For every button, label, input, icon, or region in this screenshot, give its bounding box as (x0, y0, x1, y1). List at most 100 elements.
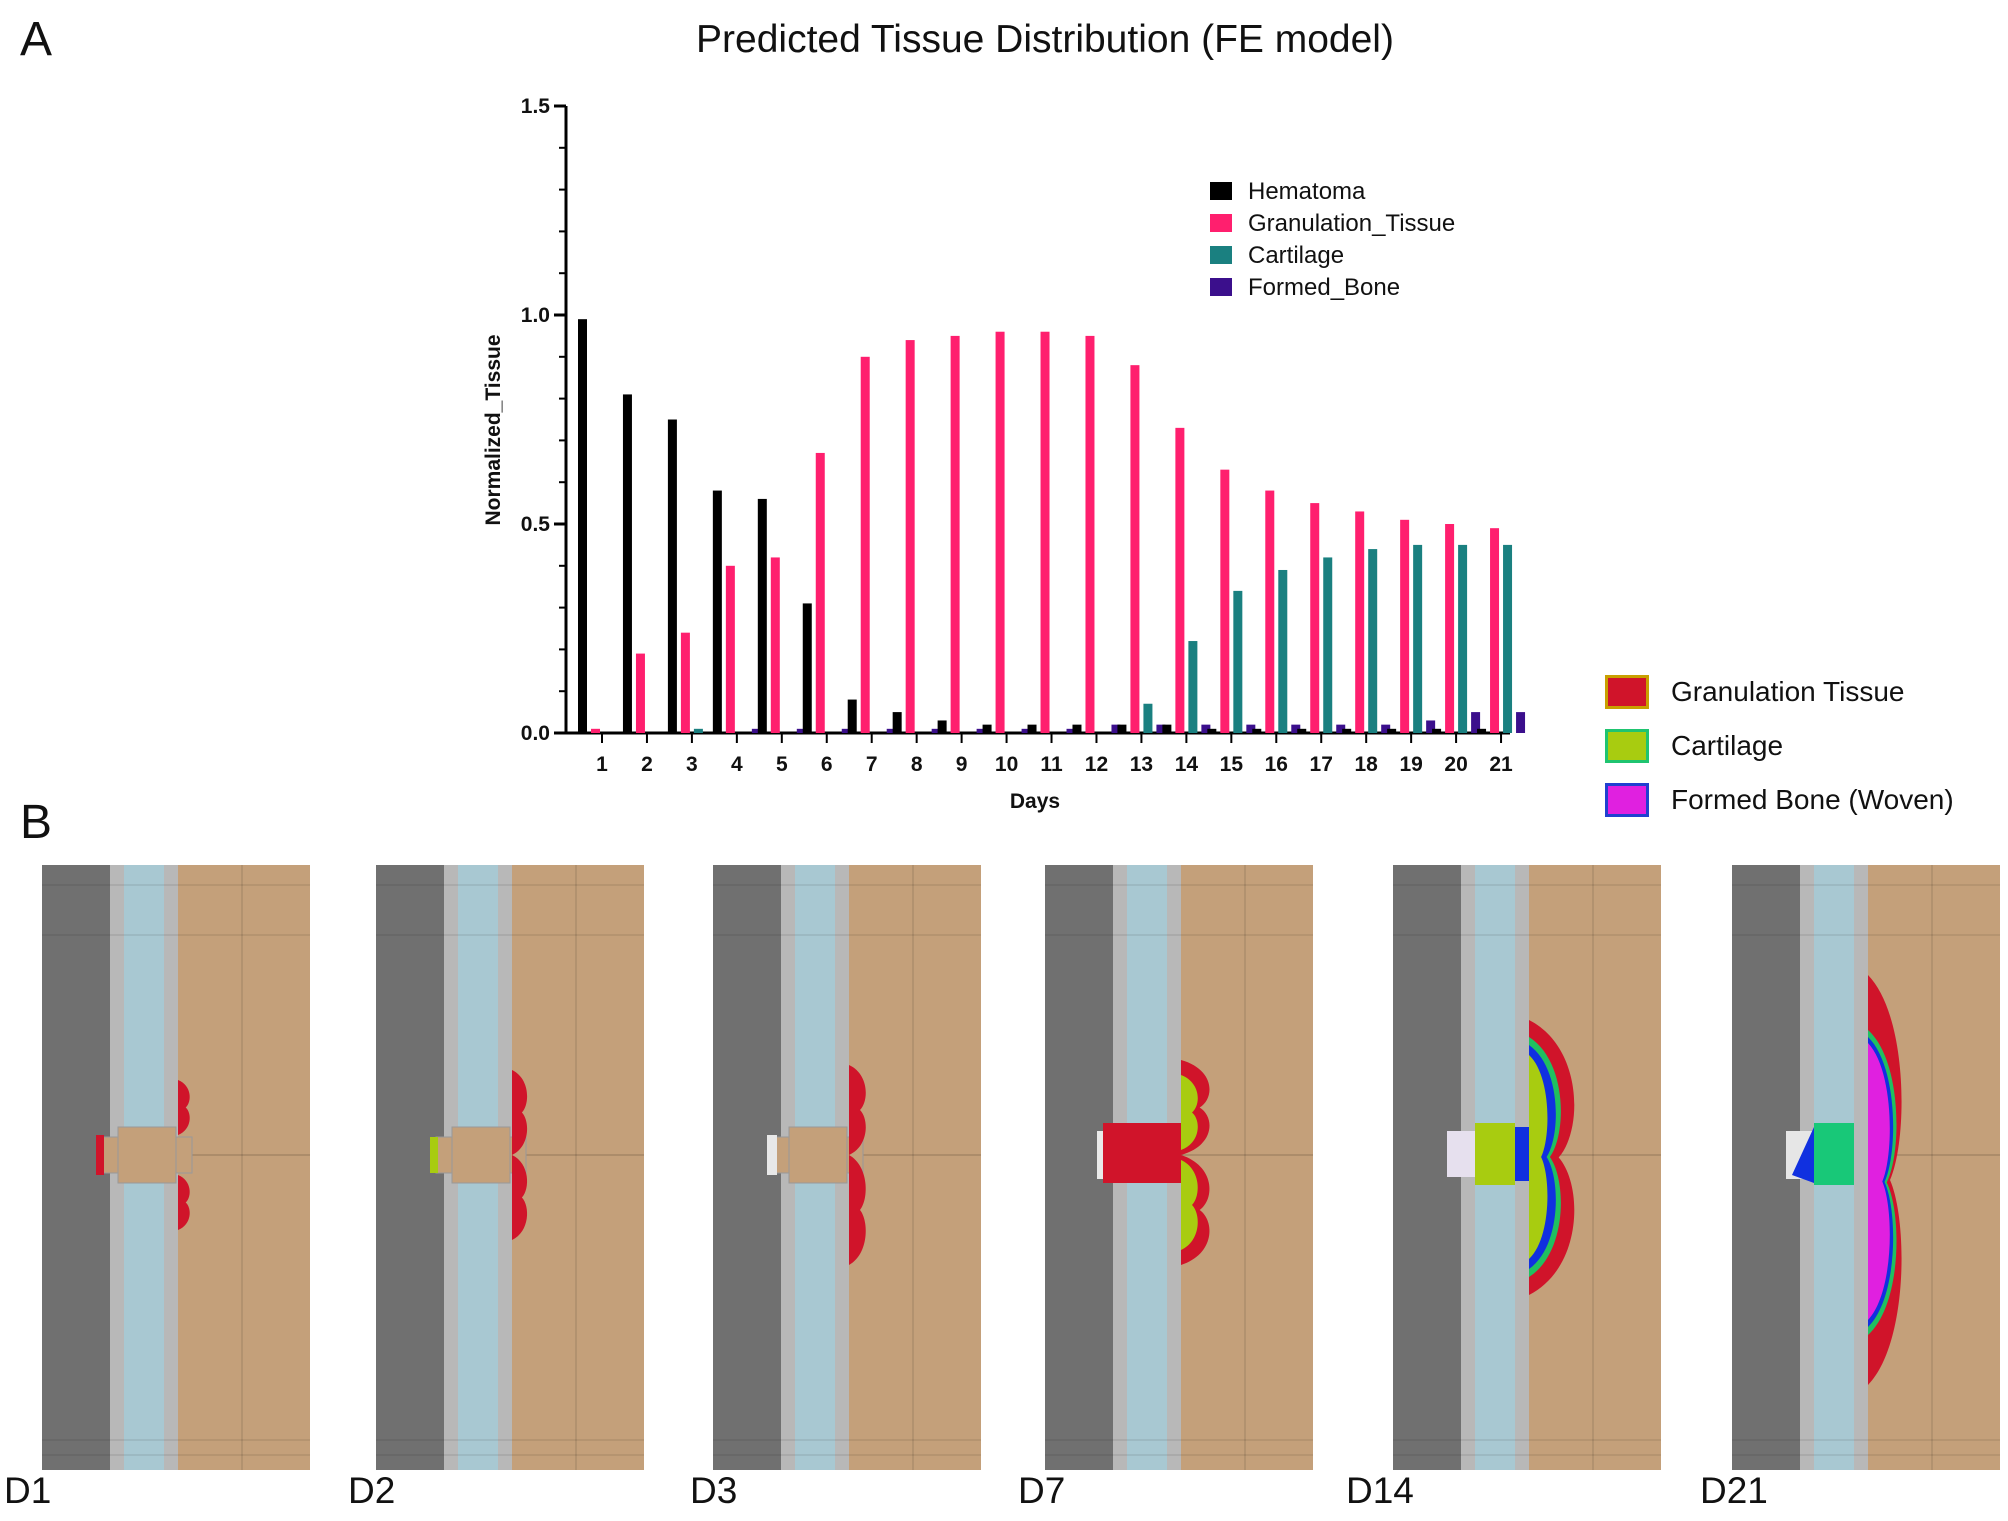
simulation-d7 (1045, 865, 1313, 1470)
bar-hematoma-day-11 (1027, 724, 1037, 733)
bar-cartilage-day-13 (1143, 703, 1153, 733)
bar-formed-bone-day-20 (1471, 712, 1481, 733)
bar-formed-bone-day-21 (1516, 712, 1526, 733)
periosteum-right (1854, 865, 1868, 1470)
soft-tissue (1181, 865, 1313, 1470)
day-label-d3: D3 (690, 1470, 738, 1511)
legend-cartilage: Cartilage (1605, 719, 1954, 773)
bar-hematoma-day-19 (1387, 728, 1397, 733)
hematoma (451, 1126, 511, 1184)
panel-a-letter: A (20, 13, 53, 66)
soft-tissue (178, 865, 310, 1470)
legend-label: Formed Bone (Woven) (1671, 784, 1954, 815)
bar-formed-bone-day-9 (976, 728, 986, 733)
legend-granulation: Granulation Tissue (1605, 665, 1954, 719)
bar-granulation-tissue-day-4 (725, 565, 735, 733)
gap-edge (767, 1135, 777, 1175)
granulation-callus (178, 1175, 190, 1230)
bar-hematoma-day-9 (937, 720, 947, 733)
granulation-callus (178, 1080, 190, 1135)
legend-label: Hematoma (1248, 178, 1366, 205)
formed-bone-swatch (1605, 783, 1649, 817)
bone-front (1792, 1127, 1814, 1183)
bar-hematoma-day-12 (1072, 724, 1082, 733)
fracture-model-d3 (713, 865, 981, 1470)
bar-cartilage-day-16 (1278, 569, 1288, 733)
bar-granulation-tissue-day-21 (1490, 528, 1500, 733)
simulation-d1 (42, 865, 310, 1470)
x-tick-label: 1 (596, 753, 608, 776)
chart-axes: 0.00.51.01.51 2 3 4 5 6 7 8 9 10 11 12 13 14 15 16 17 18 1… (521, 95, 1513, 776)
bar-granulation-tissue-day-7 (860, 356, 870, 733)
bar-hematoma-day-7 (847, 699, 857, 733)
bar-formed-bone-day-18 (1381, 724, 1391, 733)
bar-formed-bone-day-8 (931, 728, 941, 733)
legend-label: Formed_Bone (1248, 274, 1400, 301)
hematoma (117, 1126, 177, 1184)
bar-granulation-tissue-day-11 (1040, 331, 1050, 733)
bar-granulation-tissue-day-16 (1265, 490, 1275, 733)
granulation-edge (96, 1135, 104, 1175)
bar-formed-bone-day-5 (796, 728, 806, 733)
x-tick-label: 15 (1220, 753, 1244, 776)
x-tick-label: 5 (776, 753, 788, 776)
bar-granulation-tissue-day-13 (1130, 365, 1140, 733)
x-tick-label: 8 (911, 753, 923, 776)
bar-hematoma-day-18 (1342, 728, 1352, 733)
bar-hematoma-day-16 (1252, 728, 1262, 733)
bar-hematoma-day-5 (757, 498, 767, 733)
bar-chart: Predicted Tissue Distribution (FE model)… (482, 18, 1526, 813)
soft-tissue (512, 865, 644, 1470)
x-tick-label: 20 (1444, 753, 1467, 776)
x-tick-label: 17 (1310, 753, 1333, 776)
bar-formed-bone-day-10 (1021, 728, 1031, 733)
bar-formed-bone-day-4 (751, 728, 761, 733)
legend-swatch (1210, 278, 1232, 296)
x-tick-label: 9 (956, 753, 968, 776)
simulation-d21 (1732, 865, 2000, 1470)
x-tick-label: 14 (1175, 753, 1199, 776)
bar-cartilage-day-20 (1458, 544, 1468, 733)
fracture-model-d1 (42, 865, 310, 1470)
granulation-swatch (1605, 675, 1649, 709)
bar-hematoma-day-21 (1477, 728, 1487, 733)
x-tick-label: 10 (995, 753, 1018, 776)
x-tick-label: 12 (1085, 753, 1108, 776)
simulation-d2 (376, 865, 644, 1470)
granulation-callus (512, 1070, 528, 1155)
bone-front (1515, 1127, 1529, 1181)
cartilage-edge (430, 1137, 438, 1173)
bar-hematoma-day-2 (622, 394, 632, 733)
bar-formed-bone-day-13 (1156, 724, 1166, 733)
bar-granulation-tissue-day-6 (815, 452, 825, 733)
soft-tissue (849, 865, 981, 1470)
bar-hematoma-day-6 (802, 603, 812, 733)
gap-edge (1447, 1131, 1475, 1177)
hematoma (788, 1126, 848, 1184)
x-tick-label: 13 (1130, 753, 1153, 776)
legend-formed-bone: Formed Bone (Woven) (1605, 773, 1954, 827)
bar-hematoma-day-3 (667, 419, 677, 733)
y-tick-label: 0.0 (521, 722, 550, 745)
bar-granulation-tissue-day-17 (1310, 503, 1320, 733)
bar-formed-bone-day-15 (1246, 724, 1256, 733)
granulation-callus (849, 1065, 866, 1155)
bar-granulation-tissue-day-14 (1175, 427, 1185, 733)
chart-legend: Hematoma Granulation_Tissue Cartilage Forme… (1210, 178, 1455, 301)
bar-hematoma-day-4 (712, 490, 722, 733)
legend-swatch (1210, 246, 1232, 264)
bar-hematoma-day-13 (1117, 724, 1127, 733)
bar-formed-bone-day-12 (1111, 724, 1121, 733)
chart-title: Predicted Tissue Distribution (FE model) (696, 18, 1394, 61)
bar-granulation-tissue-day-5 (770, 557, 780, 733)
panel-b-letter: B (20, 796, 53, 849)
x-tick-label: 2 (641, 753, 653, 776)
day-label-d21: D21 (1700, 1470, 1768, 1511)
fracture-model-d2 (376, 865, 644, 1470)
bar-formed-bone-day-17 (1336, 724, 1346, 733)
woven-bone-callus (1868, 1043, 1890, 1320)
x-tick-label: 3 (686, 753, 698, 776)
legend-label: Granulation Tissue (1671, 676, 1905, 707)
granulation-gap (1103, 1123, 1181, 1183)
x-tick-label: 6 (821, 753, 833, 776)
